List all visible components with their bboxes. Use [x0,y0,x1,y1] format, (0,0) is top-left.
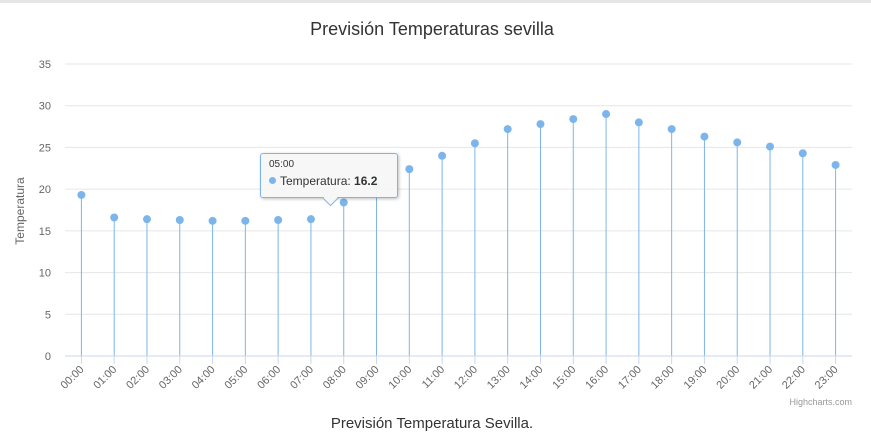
y-tick-label: 35 [39,59,51,71]
x-tick-label: 08:00 [321,364,349,392]
x-axis-ticks: 00:00 01:00 02:00 03:00 04:00 05:00 06:00 07:00… [59,356,841,392]
y-tick-label: 10 [39,268,51,280]
x-tick-label: 15:00 [550,364,578,392]
data-point[interactable] [831,160,840,169]
data-point[interactable] [733,138,742,147]
y-tick-label: 20 [39,184,51,196]
x-tick-label: 17:00 [616,364,644,392]
x-axis-title: Previsión Temperatura Sevilla. [331,415,533,432]
data-point[interactable] [536,120,545,129]
tooltip-row: Temperatura: 16.2 [269,174,389,188]
grid-lines [65,63,852,315]
data-markers [77,110,840,225]
x-tick-label: 02:00 [124,364,152,392]
data-point[interactable] [110,213,119,222]
x-tick-label: 14:00 [518,364,546,392]
temperature-chart: Previsión Temperaturas sevilla 0 5 10 15 20 2… [13,19,852,432]
y-axis-title: Temperatura [13,177,27,245]
data-tooltip: 05:00 Temperatura: 16.2 [260,153,398,207]
y-tick-label: 5 [45,309,51,321]
x-tick-label: 06:00 [255,364,283,392]
data-point[interactable] [634,118,643,127]
data-point[interactable] [700,132,709,141]
x-tick-label: 03:00 [157,364,185,392]
data-point[interactable] [798,149,807,158]
data-point[interactable] [438,151,447,160]
data-point[interactable] [142,215,151,224]
x-tick-label: 10:00 [386,364,414,392]
x-tick-label: 21:00 [747,364,775,392]
tooltip-separator: : [347,174,355,188]
x-tick-label: 23:00 [813,364,841,392]
data-point[interactable] [405,165,414,174]
data-point[interactable] [602,110,611,119]
x-tick-label: 04:00 [190,364,218,392]
data-point[interactable] [175,216,184,225]
x-tick-label: 22:00 [780,364,808,392]
x-tick-label: 13:00 [485,364,513,392]
tooltip-series-name: Temperatura [280,174,348,188]
x-tick-label: 00:00 [59,364,87,392]
y-tick-label: 30 [39,101,51,113]
data-point[interactable] [306,215,315,224]
x-tick-label: 12:00 [452,364,480,392]
x-tick-label: 11:00 [420,364,447,391]
x-tick-label: 09:00 [354,364,382,392]
x-tick-label: 01:00 [91,364,119,392]
data-stems [80,114,837,356]
series-dot-icon [269,177,276,184]
data-point[interactable] [208,216,217,225]
data-point[interactable] [667,125,676,134]
x-tick-label: 18:00 [649,364,677,392]
data-point[interactable] [339,198,348,207]
chart-title: Previsión Temperaturas sevilla [310,19,555,39]
y-tick-label: 0 [45,351,51,363]
tooltip-value: 16.2 [354,174,378,188]
x-tick-label: 19:00 [682,364,710,392]
x-tick-label: 16:00 [583,364,611,392]
x-tick-label: 05:00 [223,364,251,392]
data-point[interactable] [274,216,283,225]
chart-container: Previsión Temperaturas sevilla 0 5 10 15 20 2… [0,3,871,448]
y-tick-label: 15 [39,226,51,238]
data-point[interactable] [470,139,479,148]
tooltip-x-label: 05:00 [269,159,295,170]
credits-link[interactable]: Highcharts.com [789,397,852,407]
data-point[interactable] [241,216,250,225]
x-tick-label: 07:00 [288,364,316,392]
top-border [0,0,871,3]
data-point[interactable] [503,125,512,134]
data-point[interactable] [77,190,86,199]
data-point[interactable] [569,115,578,124]
x-tick-label: 20:00 [714,364,742,392]
y-tick-label: 25 [39,142,51,154]
data-point[interactable] [766,142,775,151]
y-axis-ticks: 0 5 10 15 20 25 30 35 [39,59,51,363]
